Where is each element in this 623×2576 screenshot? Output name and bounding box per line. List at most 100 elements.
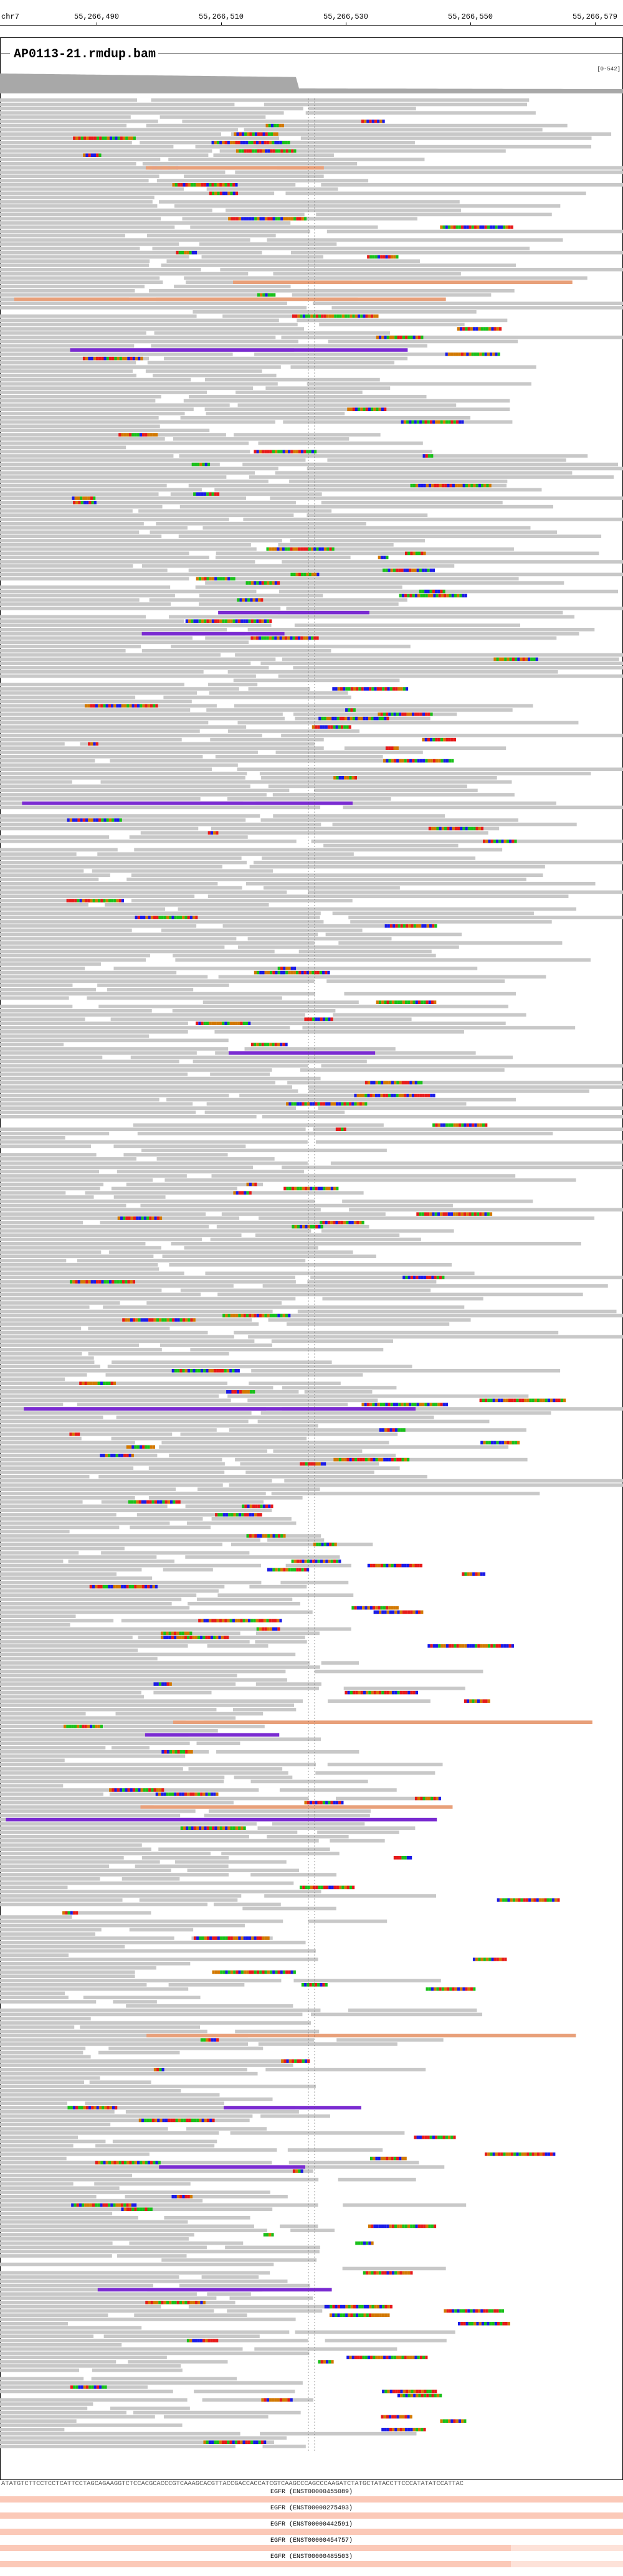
- mismatch-base: [460, 1987, 463, 1991]
- mismatch-base: [282, 1970, 286, 1974]
- mismatch-base: [386, 1690, 389, 1695]
- track-title[interactable]: AP0113-21.rmdup.bam: [11, 47, 159, 62]
- mismatch-base: [247, 1504, 250, 1508]
- mismatch-base: [369, 1094, 373, 1097]
- mismatch-base: [126, 2161, 130, 2165]
- mismatch-base: [455, 420, 459, 424]
- mismatch-base: [330, 1186, 333, 1191]
- gene-feature[interactable]: EGFR (ENST00000275493): [0, 2505, 623, 2520]
- mismatch-base: [209, 183, 212, 187]
- mismatch-base: [147, 2207, 150, 2211]
- mismatch-base: [350, 1690, 353, 1695]
- mismatch-base: [498, 1644, 501, 1648]
- mismatch-base: [399, 2156, 402, 2161]
- mismatch-base: [189, 2339, 193, 2342]
- aligned-read: [85, 2101, 224, 2105]
- mismatch-base: [201, 1021, 204, 1025]
- gene-feature[interactable]: EGFR (ENST00000455089): [0, 2489, 623, 2504]
- mismatch-base: [480, 1572, 483, 1576]
- mismatch-base: [473, 2322, 477, 2326]
- mismatch-base: [74, 899, 77, 902]
- mismatch-base: [447, 1987, 450, 1991]
- aligned-read: [229, 1428, 526, 1432]
- mismatch-base: [396, 1403, 399, 1406]
- mismatch-base: [307, 1885, 310, 1890]
- aligned-read: [250, 1779, 368, 1784]
- mismatch-base: [256, 1314, 259, 1318]
- aligned-read: [100, 780, 512, 784]
- mismatch-base: [394, 1081, 397, 1085]
- mismatch-base: [161, 1788, 164, 1792]
- mismatch-base: [212, 1970, 215, 1974]
- mismatch-base: [426, 2224, 429, 2228]
- aligned-read: [0, 1627, 259, 1631]
- aligned-read: [0, 848, 118, 852]
- coverage-track[interactable]: [0, 67, 623, 93]
- mismatch-base: [138, 1500, 141, 1504]
- mismatch-base: [256, 1627, 259, 1631]
- mismatch-base: [417, 1094, 420, 1097]
- mismatch-base: [343, 1221, 346, 1224]
- mismatch-base: [410, 2271, 413, 2275]
- mismatch-base: [525, 657, 528, 661]
- mismatch-base: [331, 716, 335, 721]
- mismatch-base: [95, 2161, 98, 2165]
- mismatch-base: [445, 1403, 449, 1406]
- mismatch-base: [237, 1619, 240, 1622]
- gene-feature[interactable]: EGFR (ENST00000442591): [0, 2521, 623, 2536]
- mismatch-base: [407, 2224, 411, 2228]
- mismatch-base: [103, 2161, 106, 2165]
- mismatch-base: [425, 454, 428, 458]
- mismatch-base: [328, 314, 331, 318]
- mismatch-base: [399, 1610, 402, 1614]
- mismatch-base: [129, 704, 132, 708]
- mismatch-base: [395, 924, 398, 928]
- mismatch-base: [496, 1958, 499, 1961]
- mismatch-base: [449, 483, 452, 488]
- gene-bar: [0, 2496, 623, 2503]
- mismatch-base: [232, 183, 235, 187]
- mismatch-base: [460, 826, 463, 831]
- mismatch-base: [288, 970, 291, 975]
- gene-feature[interactable]: EGFR (ENST00000485503): [0, 2554, 623, 2569]
- mismatch-base: [270, 217, 273, 220]
- aligned-read: [0, 1941, 306, 1944]
- mismatch-base: [134, 1445, 137, 1449]
- mismatch-base: [411, 2389, 414, 2394]
- mismatch-base: [425, 1796, 428, 1801]
- mismatch-base: [473, 225, 477, 229]
- mismatch-base: [88, 742, 91, 746]
- mismatch-base: [136, 1500, 139, 1504]
- mismatch-base: [489, 2322, 492, 2326]
- aligned-read: [0, 543, 251, 547]
- aligned-read: [184, 1246, 318, 1250]
- mismatch-base: [333, 1186, 336, 1191]
- aligned-read: [158, 1847, 330, 1851]
- mismatch-base: [304, 1102, 307, 1106]
- mismatch-base: [269, 1619, 272, 1622]
- aligned-read: [0, 1936, 174, 1940]
- mismatch-base: [375, 1563, 378, 1568]
- mismatch-base: [439, 483, 442, 488]
- aligned-read: [348, 916, 623, 919]
- mismatch-base: [196, 1936, 199, 1940]
- mismatch-base: [402, 1276, 406, 1279]
- mismatch-base: [104, 136, 107, 140]
- aligned-read: [0, 979, 315, 983]
- mismatch-base: [309, 1983, 312, 1987]
- mismatch-base: [181, 1636, 184, 1639]
- gene-track[interactable]: EGFR (ENST00000455089) EGFR (ENST0000027…: [0, 2489, 623, 2576]
- genome-ruler[interactable]: chr7 55,266,490 55,266,510 55,266,530 55…: [0, 0, 623, 26]
- mismatch-base: [95, 704, 98, 708]
- mismatch-base: [153, 916, 156, 919]
- mismatch-base: [426, 1276, 429, 1279]
- read-alignments[interactable]: [0, 98, 623, 2453]
- mismatch-base: [432, 589, 435, 594]
- mismatch-base: [417, 1081, 421, 1085]
- aligned-read: [0, 1335, 234, 1339]
- mismatch-base: [318, 716, 321, 721]
- gene-feature[interactable]: EGFR (ENST00000454757): [0, 2537, 623, 2552]
- aligned-read: [0, 1419, 249, 1424]
- mismatch-base: [331, 2360, 334, 2364]
- mismatch-base: [100, 704, 103, 708]
